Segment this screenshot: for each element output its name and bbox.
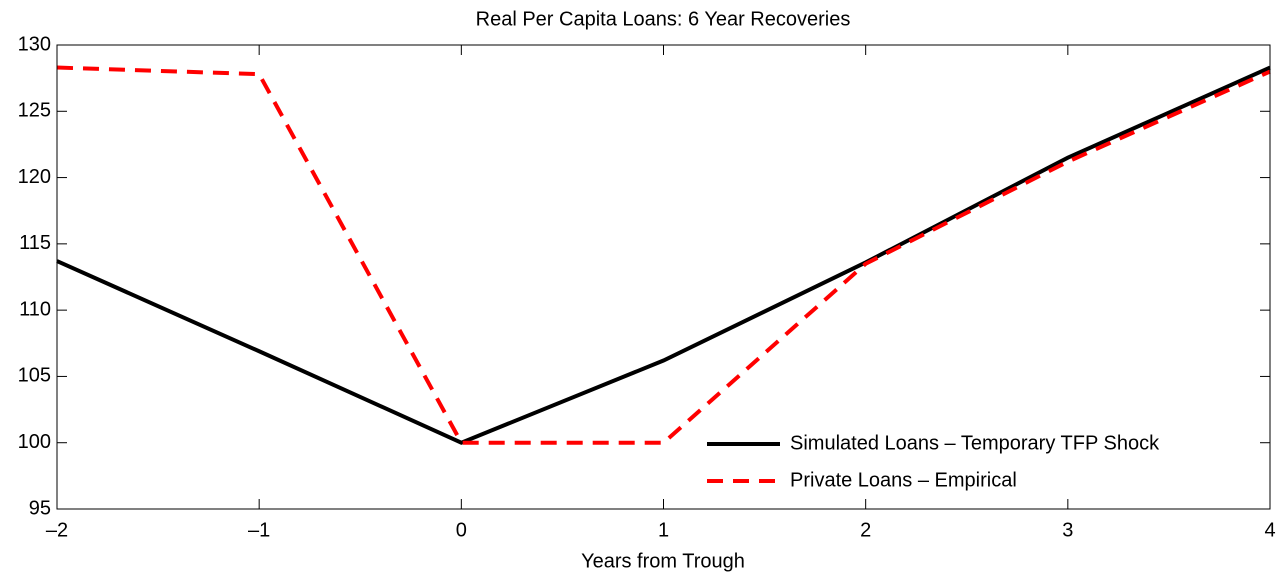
x-tick-label: 2 (860, 519, 871, 541)
x-tick-label: –1 (248, 519, 270, 541)
x-tick-label: 3 (1062, 519, 1073, 541)
y-tick-label: 120 (18, 166, 51, 188)
y-tick-label: 100 (18, 431, 51, 453)
legend-label: Private Loans – Empirical (790, 469, 1017, 491)
plot-frame (56, 44, 1271, 510)
x-tick-label: 4 (1264, 519, 1275, 541)
y-tick-label: 125 (18, 100, 51, 122)
x-tick-label: 1 (658, 519, 669, 541)
y-tick-label: 110 (19, 298, 51, 320)
line-series (56, 65, 1271, 445)
x-tick-label: –2 (46, 519, 68, 541)
chart-title: Real Per Capita Loans: 6 Year Recoveries (476, 8, 851, 30)
y-tick-label: 130 (18, 33, 51, 55)
x-axis-label: Years from Trough (581, 550, 745, 572)
x-tick-label: 0 (456, 519, 467, 541)
y-tick-label: 105 (18, 365, 51, 387)
legend-label: Simulated Loans – Temporary TFP Shock (790, 432, 1160, 454)
y-tick-label: 95 (29, 497, 51, 519)
y-tick-label: 115 (19, 232, 51, 254)
